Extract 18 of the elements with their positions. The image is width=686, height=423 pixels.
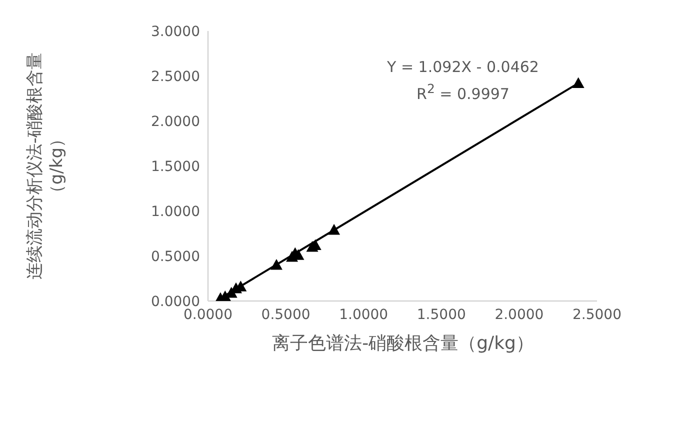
x-tick-label: 2.0000 — [494, 306, 544, 323]
y-axis-title: 连续流动分析仪法-硝酸根含量（g/kg） — [24, 51, 68, 282]
annotation: Y = 1.092X - 0.0462 — [386, 57, 540, 78]
y-tick-label: 3.0000 — [151, 24, 200, 40]
point — [572, 77, 584, 88]
y-tick-label: 0.5000 — [151, 248, 200, 265]
x-axis-title: 离子色谱法-硝酸根含量（g/kg） — [271, 332, 535, 355]
x-tick-label: 1.0000 — [339, 306, 388, 323]
point — [270, 259, 282, 270]
y-tick-label: 1.0000 — [151, 204, 200, 220]
annotation: R$^{2}$ = 0.9997 — [416, 80, 510, 105]
x-tick-label: 1.5000 — [416, 306, 466, 323]
x-tick-label: 2.5000 — [572, 306, 622, 323]
y-tick-label: 2.0000 — [151, 114, 200, 130]
y-tick-label: 2.5000 — [151, 68, 200, 85]
x-tick-label: 0.5000 — [261, 306, 310, 323]
point — [328, 224, 340, 235]
y-tick-label: 1.5000 — [151, 158, 200, 175]
